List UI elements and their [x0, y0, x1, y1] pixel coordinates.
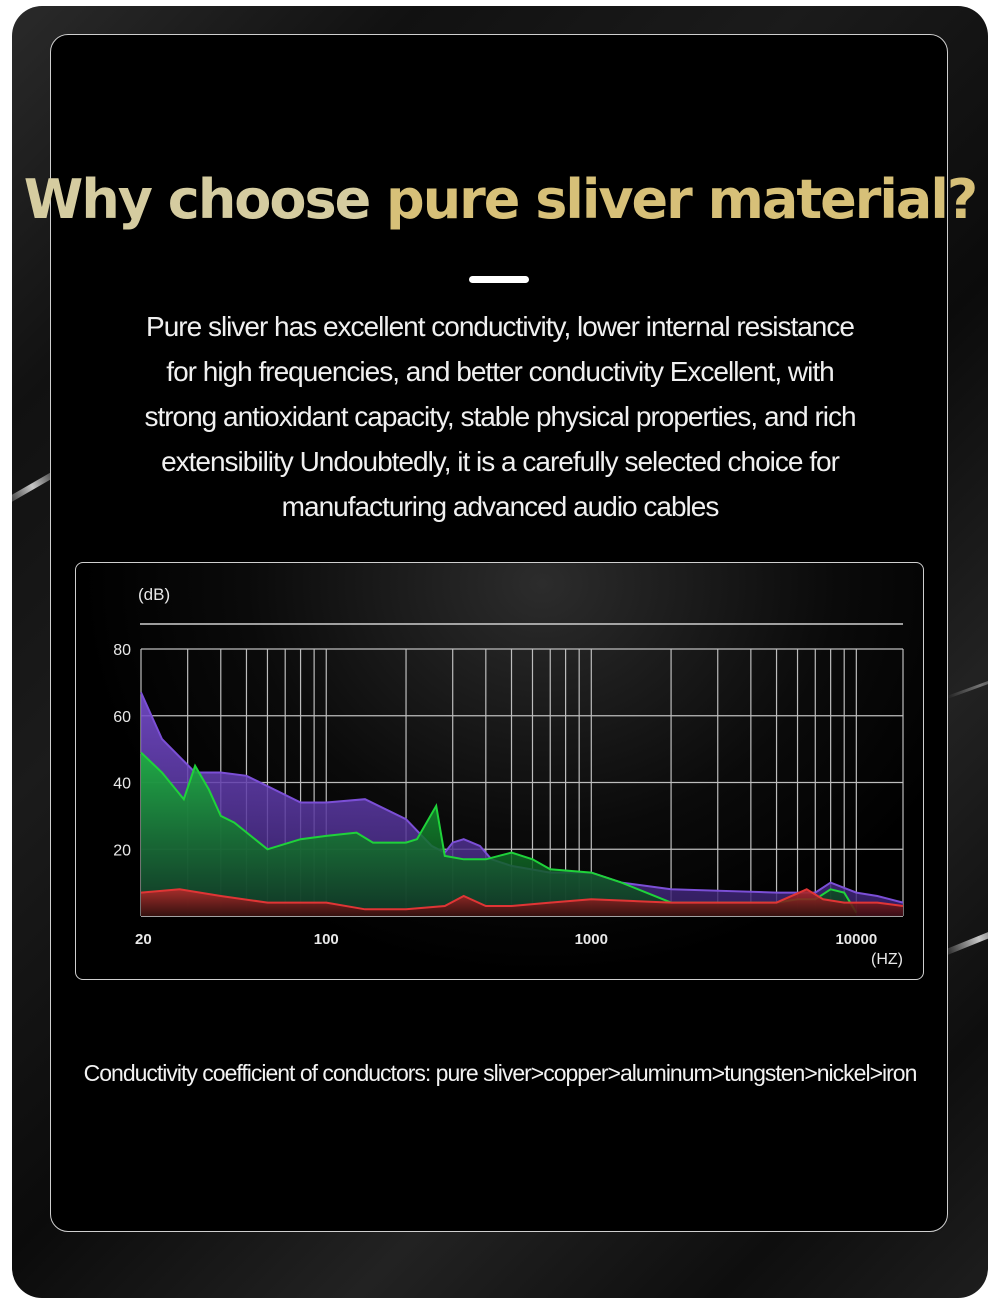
title-divider — [469, 276, 529, 283]
x-tick-label: 1000 — [575, 931, 608, 948]
chart-ticks: 80 60 40 20 20 100 1000 10000 — [113, 642, 877, 948]
description-line: Pure sliver has excellent conductivity, … — [146, 311, 855, 342]
y-axis-label: (dB) — [138, 585, 170, 604]
description-line: for high frequencies, and better conduct… — [166, 356, 834, 387]
y-tick-label: 80 — [113, 642, 131, 659]
series-line-2 — [140, 888, 904, 911]
description-line: extensibility Undoubtedly, it is a caref… — [161, 446, 840, 477]
conductivity-note: Conductivity coefficient of conductors: … — [83, 1060, 918, 1086]
description-line: strong antioxidant capacity, stable phys… — [144, 401, 856, 432]
chart-areas — [140, 691, 904, 916]
y-tick-label: 20 — [113, 842, 131, 859]
title-part-2: pure sliver material? — [386, 168, 978, 231]
title-part-1: Why choose — [23, 168, 371, 231]
x-axis-label: (HZ) — [871, 951, 903, 968]
x-tick-label: 10000 — [835, 931, 877, 948]
description: Pure sliver has excellent conductivity, … — [110, 304, 890, 529]
page-title: Why choose pure sliver material? — [0, 168, 1000, 231]
light-streak — [946, 672, 988, 699]
x-tick-label: 100 — [314, 931, 339, 948]
y-tick-label: 40 — [113, 776, 131, 793]
y-tick-label: 60 — [113, 709, 131, 726]
frequency-chart: (dB) 80 60 40 20 20 100 1000 10000 (HZ) — [75, 562, 924, 980]
chart-svg: (dB) 80 60 40 20 20 100 1000 10000 (HZ) — [113, 585, 904, 968]
series-area-1 — [141, 752, 857, 916]
series-area-2 — [141, 889, 903, 916]
x-tick-label: 20 — [135, 931, 152, 948]
description-line: manufacturing advanced audio cables — [281, 491, 720, 522]
